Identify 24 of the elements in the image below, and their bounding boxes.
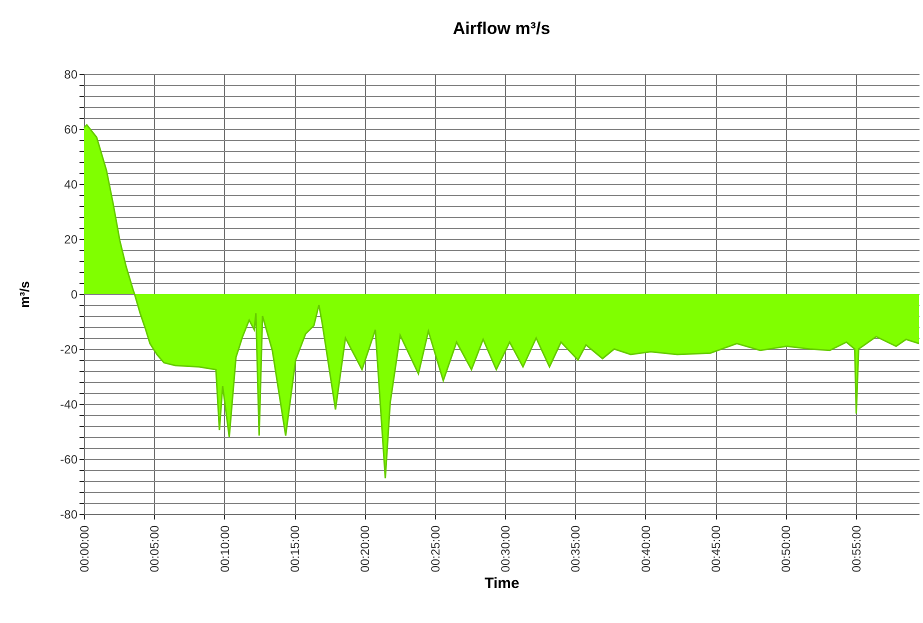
chart-title: Airflow m³/s — [452, 19, 550, 38]
y-tick-label: -40 — [60, 398, 78, 412]
y-tick-label: -60 — [60, 452, 78, 466]
x-tick-label: 00:35:00 — [568, 525, 583, 572]
x-tick-label: 00:05:00 — [148, 525, 162, 572]
y-tick-label: -80 — [60, 508, 78, 522]
x-tick-label: 00:30:00 — [498, 525, 513, 572]
y-tick-label: 60 — [64, 122, 78, 136]
x-tick-label: 00:55:00 — [849, 525, 864, 572]
y-tick-label: 20 — [64, 232, 78, 246]
x-tick-label: 00:20:00 — [358, 525, 372, 572]
y-tick-label: 40 — [64, 178, 78, 192]
x-tick-label: 00:40:00 — [638, 525, 653, 572]
x-tick-label: 00:15:00 — [288, 525, 302, 572]
x-tick-label: 00:25:00 — [428, 525, 442, 572]
y-tick-label: 80 — [64, 68, 78, 82]
x-tick-label: 00:00:00 — [78, 525, 92, 572]
x-axis-title: Time — [484, 575, 520, 592]
x-tick-label: 00:45:00 — [709, 525, 724, 572]
y-axis-title: m³/s — [17, 281, 32, 308]
x-tick-label: 00:10:00 — [218, 525, 232, 572]
y-tick-label: 0 — [70, 288, 78, 302]
x-tick-label: 00:50:00 — [779, 525, 794, 572]
y-tick-label: -20 — [60, 342, 78, 356]
